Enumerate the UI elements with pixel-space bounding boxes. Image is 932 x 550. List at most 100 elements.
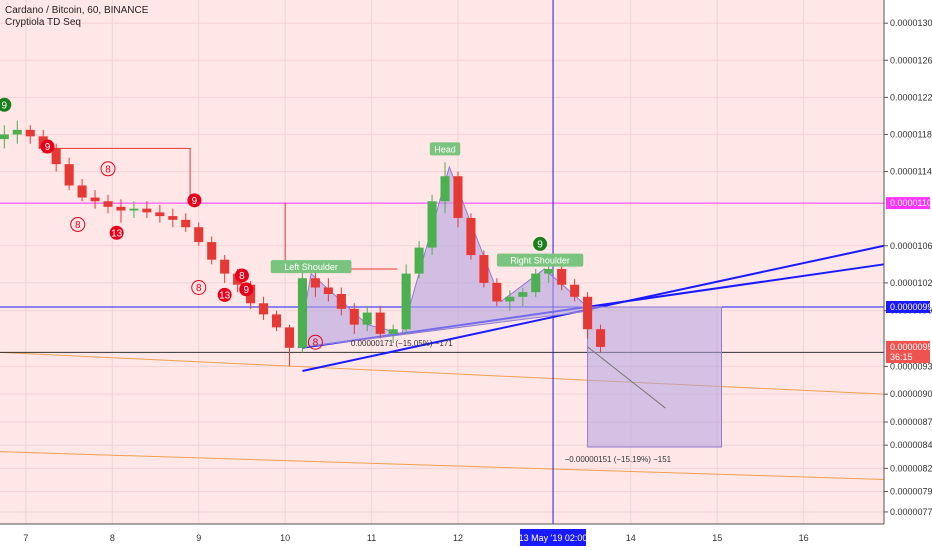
candle-body	[168, 216, 178, 220]
candle-body	[492, 282, 502, 302]
time-tick-label: 11	[367, 533, 376, 543]
td-count-outline	[70, 216, 86, 232]
td-count-label: 8	[75, 220, 81, 231]
annotations: 9 9 8 8 13 9 8 8 9 13 8 9 Left Shoulder Head Right Sho…	[0, 97, 672, 464]
candle-body	[155, 212, 165, 217]
price-axis-panel	[884, 0, 932, 550]
time-tick-label: 14	[626, 533, 636, 543]
candle-body	[90, 197, 100, 202]
red-step-line-upper	[38, 147, 191, 204]
candle-body	[116, 206, 126, 211]
pattern-label-bg	[429, 142, 461, 156]
time-axis-panel	[0, 524, 932, 550]
candle-body	[129, 208, 139, 211]
time-tick-label: 15	[712, 533, 722, 543]
price-badge	[886, 351, 930, 364]
indicator-title: Cryptiola TD Seq	[5, 17, 81, 28]
candle-body	[207, 242, 217, 260]
candle-body	[375, 312, 385, 334]
orange-trend-lower	[0, 451, 885, 480]
td-count-label: 13	[219, 290, 231, 301]
symbol-title: Cardano / Bitcoin, 60, BINANCE	[5, 5, 149, 16]
td-count-label: 9	[45, 142, 51, 153]
candle-body	[570, 284, 580, 297]
candle-body	[259, 303, 269, 315]
candle-body	[336, 293, 346, 309]
td-count-green	[0, 97, 12, 112]
candle-body	[271, 314, 282, 328]
td-count-label: 8	[313, 338, 319, 349]
candle-body	[557, 268, 567, 285]
time-tick-label: 7	[23, 533, 28, 543]
td-count-red	[239, 282, 254, 297]
price-badge-label: 0.00000994	[890, 302, 932, 312]
time-tick-label: 16	[799, 533, 809, 543]
td-count-red	[109, 225, 124, 240]
candle-body	[349, 308, 359, 325]
time-tick-label: 8	[110, 533, 115, 543]
pattern-label: Left Shoulder	[284, 262, 338, 272]
td-count-label: 9	[2, 100, 8, 111]
td-count-outline	[191, 280, 207, 296]
candle-body	[414, 247, 424, 274]
candle-body	[440, 176, 450, 202]
td-count-label: 8	[239, 271, 245, 282]
time-tick-label: 10	[280, 533, 290, 543]
price-tick-label: 0.00000845	[890, 440, 932, 450]
pattern-label: Right Shoulder	[510, 256, 570, 266]
price-badge-label: 0.00001106	[890, 198, 932, 208]
candle-body	[310, 278, 320, 288]
candle-body	[51, 148, 61, 165]
candles	[0, 120, 606, 367]
candle-body	[103, 201, 113, 207]
time-tick-label: 12	[453, 533, 463, 543]
candle-body	[181, 219, 191, 228]
td-count-red	[234, 268, 249, 283]
candle-body	[583, 296, 593, 330]
candle-body	[544, 268, 554, 274]
price-badge-label: 0.00000951	[890, 342, 932, 352]
td-count-label: 9	[537, 239, 543, 250]
candle-body	[388, 329, 398, 334]
candle-body	[297, 278, 307, 348]
td-count-label: 9	[243, 285, 249, 296]
td-count-label: 8	[105, 164, 111, 175]
candle-body	[284, 327, 295, 348]
price-badge	[886, 340, 930, 353]
td-count-green	[533, 236, 548, 251]
td-count-outline	[307, 334, 323, 350]
orange-trend-upper	[0, 351, 885, 395]
candle-body	[479, 255, 489, 283]
price-tick-label: 0.00000795	[890, 487, 932, 497]
candle-body	[505, 296, 515, 302]
price-target-box	[587, 306, 723, 448]
td-count-label: 8	[196, 283, 202, 294]
time-tick-label: 9	[196, 533, 201, 543]
candle-body	[142, 208, 152, 213]
candle-body	[323, 287, 333, 294]
candle-body	[25, 129, 35, 137]
measure-label: −0.00000151 (−15.19%) −151	[565, 455, 672, 464]
candle-body	[0, 134, 9, 140]
crosshair-time-badge	[520, 529, 587, 546]
candle-body	[194, 227, 204, 243]
candle-body	[12, 129, 22, 135]
candle-body	[401, 273, 411, 330]
grid	[0, 0, 884, 524]
td-count-red	[217, 287, 232, 302]
candle-body	[64, 164, 74, 186]
candle-body	[362, 312, 372, 325]
candle-body	[453, 176, 463, 218]
